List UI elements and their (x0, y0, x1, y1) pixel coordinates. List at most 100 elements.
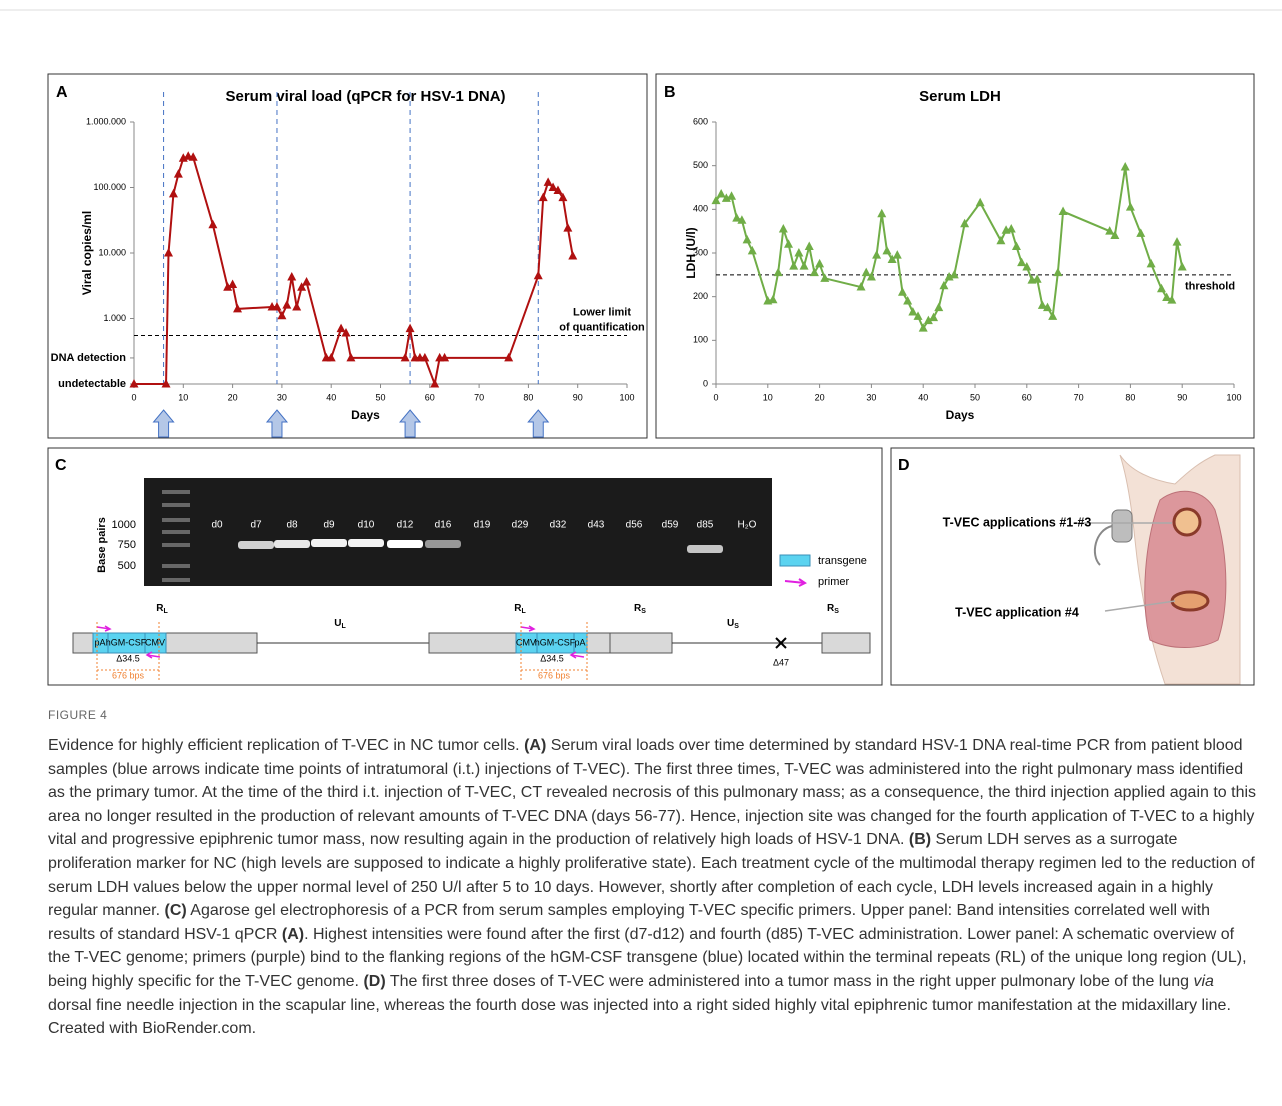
data-point (164, 248, 174, 257)
x-tick-label: 80 (1125, 392, 1135, 402)
data-point (341, 328, 351, 337)
data-point (168, 188, 178, 198)
lung (1144, 490, 1227, 648)
data-point (721, 193, 731, 202)
data-point (440, 352, 450, 362)
lane-label: d8 (286, 520, 298, 531)
lane-label: d59 (662, 520, 679, 531)
data-point (346, 352, 356, 362)
data-point (804, 241, 814, 250)
x-axis-label: Days (351, 408, 380, 422)
deletion-label: Δ47 (773, 657, 789, 667)
caption-text: Serum LDH serves as a surrogate prolifer… (48, 831, 1255, 920)
bp-label: 500 (118, 560, 136, 572)
gel-band (238, 541, 274, 549)
data-point (903, 296, 913, 305)
data-point (1037, 300, 1047, 309)
reference-label: Lower limit (573, 306, 631, 318)
caption-text: The first three doses of T-VEC were admi… (385, 972, 1194, 990)
data-point (1177, 261, 1187, 271)
data-point (809, 267, 819, 277)
bp-label: 1000 (112, 519, 136, 531)
data-point (897, 287, 907, 296)
panel-c-frame (47, 447, 883, 686)
data-point (161, 379, 171, 388)
y-tick-label: 200 (693, 291, 708, 301)
region-main: R (514, 603, 522, 614)
data-point (711, 195, 721, 205)
y-tick-label: 300 (693, 247, 708, 257)
tumor (1170, 590, 1210, 612)
data-point (799, 261, 809, 270)
genome-box (609, 632, 673, 654)
data-point (892, 250, 902, 259)
region-sub: L (163, 608, 168, 615)
data-point (282, 300, 292, 309)
x-tick-label: 60 (1022, 392, 1032, 402)
data-point (543, 177, 553, 186)
region-sub: S (641, 608, 646, 615)
reference-label: of quantification (559, 321, 645, 333)
data-point (913, 311, 923, 320)
data-point (716, 189, 726, 198)
data-point (727, 191, 737, 200)
data-point (228, 279, 238, 289)
data-point (223, 282, 233, 291)
y-tick-label: 100.000 (93, 182, 126, 192)
y-tick-label: undetectable (58, 378, 126, 390)
region-sub: S (834, 608, 839, 615)
legend-swatch (779, 554, 811, 567)
panel-label: A (56, 84, 68, 101)
x-tick-label: 70 (1074, 392, 1084, 402)
data-point (975, 197, 985, 207)
deletion-label: Δ34.5 (116, 653, 140, 663)
panel-label: B (664, 84, 676, 101)
element-label: pA (94, 637, 105, 647)
panel-a-frame (47, 73, 648, 439)
lane-label: d10 (358, 520, 375, 531)
panel-label: C (55, 457, 67, 474)
element-label: hGM-CSF (106, 637, 147, 647)
data-point (773, 267, 783, 277)
x-tick-label: 30 (277, 392, 287, 402)
data-point (1125, 202, 1135, 211)
caption-text: via (1193, 972, 1214, 990)
x-tick-label: 10 (178, 392, 188, 402)
data-point (934, 302, 944, 312)
region-sub: L (341, 623, 346, 630)
injection-arrow (152, 409, 175, 438)
data-point (1167, 295, 1177, 304)
gel-lanes: d0 d7 d8 d9 d10 d12 d16 d19 d29 d32 d43 d56 d59 d85 H₂… (162, 490, 757, 582)
region-label: RL (514, 603, 526, 615)
data-point (794, 248, 804, 257)
needle (1104, 600, 1176, 612)
torso-illustration (1075, 454, 1241, 685)
ladder-band (162, 564, 190, 568)
region-main: R (827, 603, 835, 614)
data-point (336, 323, 346, 333)
application-label: T-VEC applications #1-#3 (943, 515, 1092, 529)
y-tick-label: 500 (693, 160, 708, 170)
region-main: U (334, 618, 341, 629)
panel-d-frame (890, 447, 1255, 686)
x-tick-label: 0 (713, 392, 718, 402)
data-point (430, 379, 440, 388)
deletion-label: Δ34.5 (540, 653, 564, 663)
data-point (856, 282, 866, 291)
data-point (420, 352, 430, 362)
gel-image (144, 478, 772, 586)
data-point (923, 315, 933, 325)
region-main: U (727, 618, 734, 629)
caption-text: (B) (908, 831, 932, 849)
data-point (1048, 311, 1058, 320)
x-tick-label: 60 (425, 392, 435, 402)
data-point (742, 234, 752, 244)
reference-label: threshold (1185, 281, 1235, 293)
data-point (1053, 267, 1063, 277)
region-label: RS (634, 603, 646, 615)
data-point (1162, 292, 1172, 302)
data-point (292, 301, 302, 311)
data-point (568, 250, 578, 260)
data-point (233, 303, 243, 313)
data-point (908, 306, 918, 316)
